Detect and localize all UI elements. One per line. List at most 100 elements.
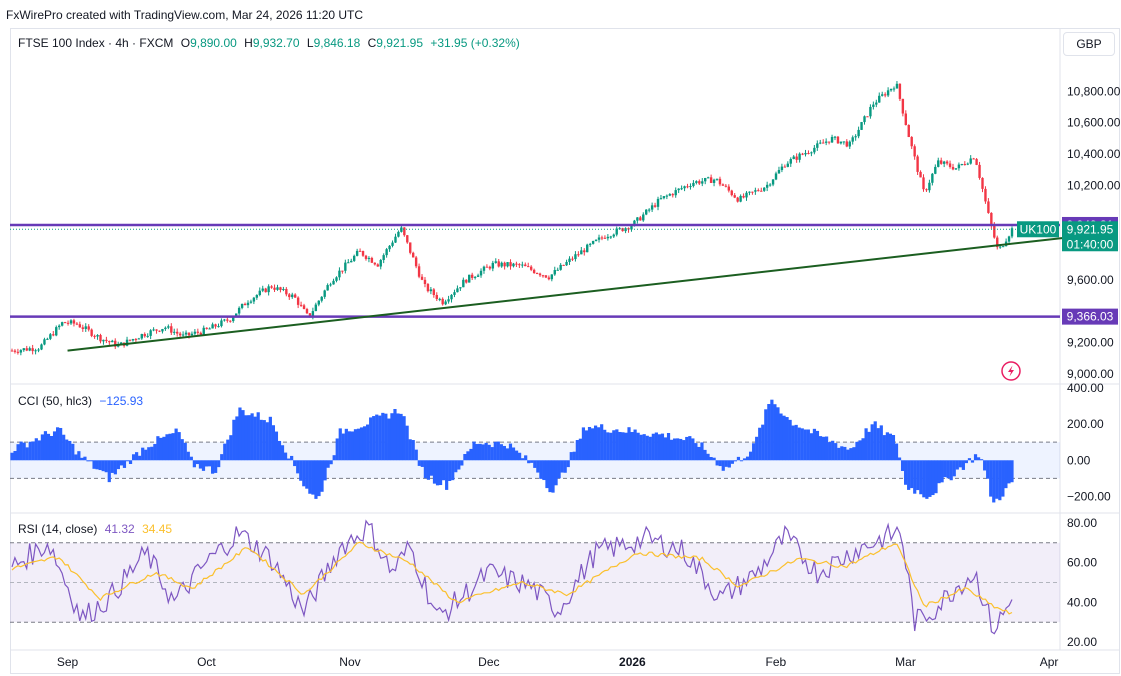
candle-body (848, 141, 851, 147)
candle-body (459, 287, 462, 289)
price-tag-symbol: UK100 (1020, 222, 1057, 236)
candle-body (916, 156, 919, 172)
cci-bar (156, 436, 160, 461)
cci-bar (563, 460, 567, 473)
cci-bar (782, 415, 786, 461)
candle-body (674, 190, 677, 196)
cci-bar (378, 415, 382, 461)
cci-bar (244, 415, 248, 461)
cci-bar (821, 436, 826, 461)
rising-trendline[interactable] (67, 236, 1064, 352)
rsi-axis-tick-label: 40.00 (1067, 595, 1097, 609)
cci-bar (116, 460, 120, 470)
cci-bar (86, 460, 90, 462)
candle-body (515, 263, 518, 265)
candle-body (226, 319, 229, 321)
candle-body (105, 339, 108, 342)
cci-bar (153, 444, 157, 461)
currency-selector[interactable]: GBP (1063, 32, 1115, 56)
candle-body (441, 298, 444, 305)
cci-bar (992, 460, 996, 503)
candle-body (367, 257, 371, 259)
candle-body (774, 173, 778, 180)
candle-body (302, 305, 306, 310)
cci-bar (824, 436, 829, 461)
legend-close-label: C (367, 36, 377, 50)
cci-legend-name: CCI (50, hlc3) (18, 394, 93, 408)
candle-body (827, 141, 831, 143)
candle-body (928, 182, 931, 191)
cci-bar (226, 439, 230, 461)
cci-bar (1007, 460, 1011, 484)
cci-bar (162, 436, 166, 461)
cci-axis-tick-label: −200.00 (1067, 490, 1111, 504)
legend-change: +31.95 (+0.32%) (430, 36, 520, 50)
candle-body (137, 338, 141, 340)
cci-bar (423, 460, 427, 479)
cci-bar (277, 440, 282, 461)
cci-bar (220, 454, 224, 461)
cci-bar (314, 460, 318, 499)
cci-bar (402, 416, 406, 461)
cci-bar (77, 451, 81, 461)
candle-body (771, 179, 775, 185)
candle-body (940, 160, 943, 164)
cci-bar (110, 460, 114, 473)
cci-bar (849, 448, 853, 461)
time-axis-tick-label: Mar (895, 655, 916, 669)
candle-body (535, 273, 539, 275)
cci-bar (326, 460, 330, 468)
candle-body (214, 324, 217, 327)
candle-body (323, 290, 326, 297)
cci-bar (536, 460, 540, 473)
candle-body (87, 326, 90, 330)
cci-legend-value: −125.93 (99, 394, 144, 408)
candle-body (276, 287, 279, 290)
cci-bar (493, 441, 497, 461)
candle-body (642, 214, 645, 221)
lightning-icon[interactable] (1001, 361, 1021, 381)
cci-bar (539, 460, 543, 479)
cci-bar (192, 460, 196, 468)
candle-body (591, 241, 595, 244)
cci-bar (490, 447, 494, 461)
candle-body (409, 242, 412, 253)
candle-body (692, 182, 695, 187)
candle-body (559, 264, 562, 270)
candle-body (96, 335, 99, 337)
candle-body (910, 137, 913, 147)
cci-bar (341, 433, 345, 461)
cci-bar (34, 438, 38, 461)
cci-bar (894, 443, 899, 461)
cci-bar (904, 460, 908, 485)
chart-frame[interactable] (10, 28, 1120, 674)
candle-body (16, 351, 20, 353)
candle-body (411, 252, 415, 258)
cci-bar (31, 441, 35, 461)
candle-body (901, 98, 905, 114)
cci-bar (660, 433, 665, 461)
candle-body (31, 348, 34, 352)
cci-bar (758, 427, 762, 461)
cci-bar (201, 460, 206, 471)
cci-bar (62, 434, 66, 461)
legend-symbol: FTSE 100 Index · 4h · FXCM (18, 36, 174, 50)
cci-bar (834, 443, 838, 461)
candle-body (630, 226, 633, 230)
candle-body (485, 266, 489, 268)
candle-body (167, 326, 170, 328)
candle-body (544, 275, 548, 278)
candle-body (417, 266, 421, 277)
cci-bar (900, 460, 905, 471)
candle-body (895, 83, 899, 89)
candle-body (146, 335, 149, 337)
cci-bar (913, 460, 917, 494)
cci-bar (524, 455, 528, 461)
cci-bar (125, 460, 130, 462)
cci-bar (597, 427, 601, 461)
cci-bar (980, 459, 984, 461)
candle-body (388, 245, 391, 250)
candle-body (698, 181, 701, 184)
cci-bar (815, 430, 820, 461)
